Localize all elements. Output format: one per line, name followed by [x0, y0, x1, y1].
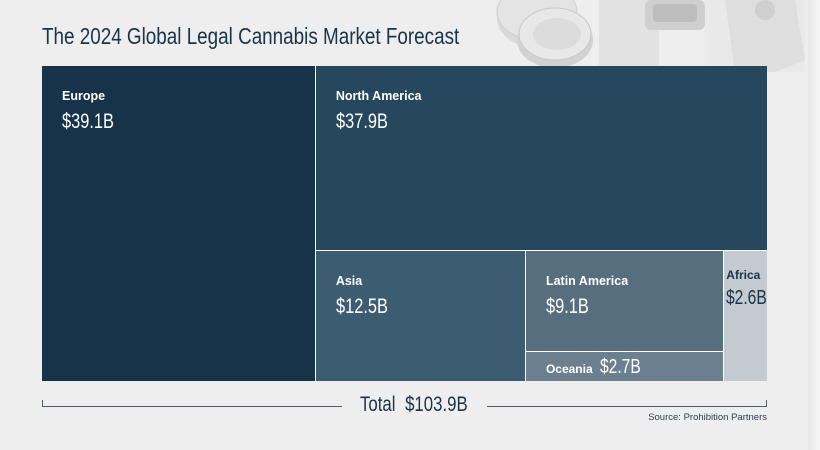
tile-label-asia: Asia	[335, 274, 363, 289]
treemap-tile-asia: Asia $12.5B	[315, 251, 525, 381]
treemap-tile-latin-america: Latin America $9.1B	[525, 251, 724, 352]
tile-value-north-america: $37.9B	[335, 110, 388, 133]
tile-value-asia: $12.5B	[335, 295, 388, 319]
treemap-tile-africa: Africa $2.6B	[724, 251, 767, 381]
treemap-tile-europe: Europe $39.1B	[42, 66, 315, 381]
coins-illustration-svg	[495, 0, 805, 72]
total-left-line	[42, 406, 342, 407]
treemap-chart: Europe $39.1B North America $37.9B Asia $12.5…	[42, 66, 767, 381]
total-right-line	[487, 406, 767, 407]
tile-label-north-america: North America	[335, 89, 422, 103]
tile-label-latin-america: Latin America	[545, 274, 629, 289]
tile-label-europe: Europe	[62, 89, 106, 103]
tile-label-africa: Africa	[726, 268, 761, 283]
treemap-tile-oceania: Oceania $2.7B	[525, 352, 724, 381]
total-bar: Total $103.9B	[42, 393, 767, 421]
page-edge-shadow	[808, 0, 820, 450]
coins-illustration	[495, 0, 805, 72]
total-left-tick	[42, 400, 43, 407]
total-right-tick	[766, 400, 767, 407]
source-note: Source: Prohibition Partners	[648, 412, 767, 423]
tile-value-oceania: $2.7B	[599, 356, 641, 379]
total-value: $103.9B	[405, 393, 468, 416]
tile-value-europe: $39.1B	[62, 110, 114, 133]
total-label: Total $103.9B	[360, 393, 468, 417]
tile-label-oceania: Oceania	[545, 362, 593, 377]
total-word: Total	[360, 393, 396, 416]
tile-value-latin-america: $9.1B	[545, 295, 589, 319]
tile-value-africa: $2.6B	[726, 287, 767, 310]
chart-title: The 2024 Global Legal Cannabis Market Fo…	[42, 23, 460, 49]
treemap-tile-north-america: North America $37.9B	[315, 66, 767, 251]
